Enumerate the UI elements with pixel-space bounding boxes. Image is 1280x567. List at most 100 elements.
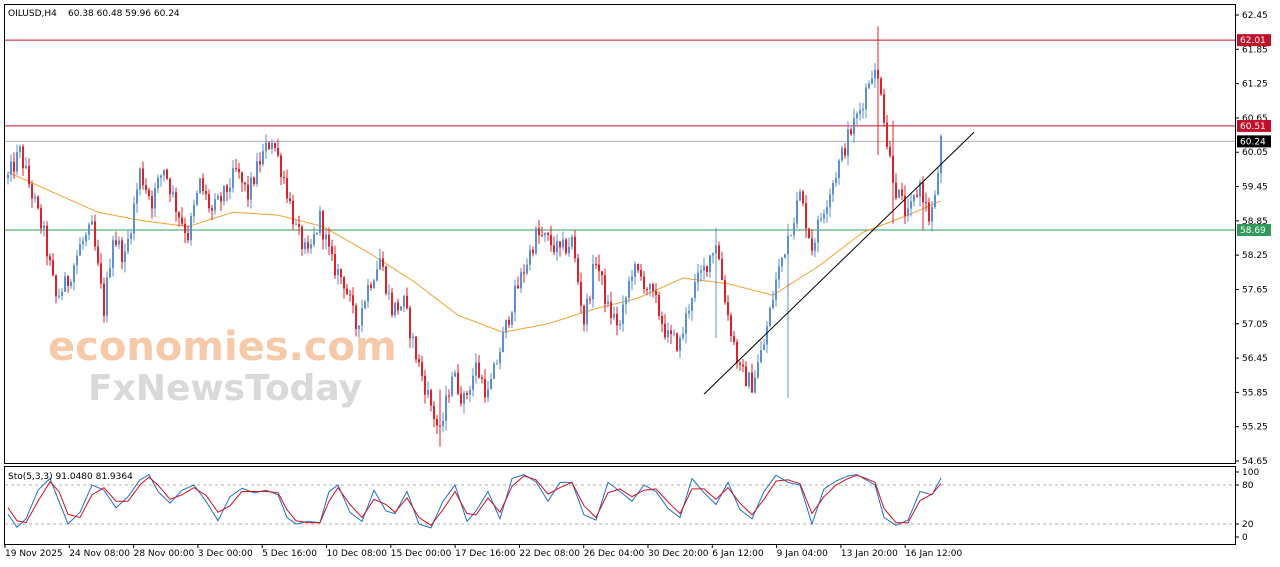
stochastic-title: Sto(5,3,3) 91.0480 81.9364 — [8, 472, 133, 482]
candle-body — [691, 297, 693, 311]
candle-body — [601, 271, 603, 276]
candle-body — [607, 301, 609, 305]
main-plot-frame — [4, 4, 1236, 464]
candle-body — [388, 292, 390, 294]
stochastic-tick-label: 100 — [1242, 468, 1259, 478]
time-tick-label: 28 Nov 00:00 — [134, 549, 195, 559]
time-tick-label: 9 Jan 04:00 — [777, 549, 829, 559]
candle-body — [313, 233, 315, 245]
candle-body — [430, 390, 432, 406]
candle-body — [319, 210, 321, 233]
candle-body — [598, 264, 600, 272]
candle-body — [391, 292, 393, 316]
candle-body — [919, 182, 921, 197]
candle-body — [97, 246, 99, 264]
candle-body — [466, 392, 468, 395]
candle-body — [481, 377, 483, 379]
candle-body — [562, 239, 564, 248]
candle-body — [355, 305, 357, 330]
candle-body — [139, 168, 141, 190]
price-tick-label: 55.25 — [1242, 423, 1268, 433]
candle-body — [223, 185, 225, 202]
candle-body — [940, 136, 942, 174]
candle-body — [247, 184, 249, 200]
candle-body — [631, 276, 633, 282]
candle-body — [325, 234, 327, 240]
time-tick-label: 24 Nov 08:00 — [69, 549, 130, 559]
candle-body — [115, 240, 117, 245]
candle-body — [154, 188, 156, 209]
candle-body — [169, 178, 171, 195]
candle-body — [751, 372, 753, 393]
candle-body — [157, 177, 159, 189]
candle-body — [262, 151, 264, 165]
candle-body — [454, 372, 456, 377]
candle-body — [550, 235, 552, 246]
candle-body — [370, 284, 372, 288]
candle-body — [337, 268, 339, 276]
candle-body — [235, 168, 237, 170]
candle-body — [202, 178, 204, 191]
candle-body — [532, 249, 534, 254]
price-tick-label: 55.85 — [1242, 388, 1268, 398]
candle-body — [616, 313, 618, 326]
candle-body — [727, 302, 729, 316]
candle-body — [352, 295, 354, 306]
candle-body — [850, 129, 852, 135]
time-axis: 19 Nov 2025 24 Nov 08:00 28 Nov 00:00 3 Dec… — [4, 544, 962, 559]
candle-body — [163, 169, 165, 176]
candle-body — [886, 122, 888, 147]
candle-body — [634, 263, 636, 277]
candle-body — [289, 198, 291, 201]
candle-body — [109, 268, 111, 278]
candle-body — [664, 323, 666, 338]
candle-body — [46, 225, 48, 257]
candle-body — [880, 78, 882, 95]
price-tick-label: 60.05 — [1242, 148, 1268, 158]
candle-body — [409, 307, 411, 339]
candle-body — [112, 240, 114, 269]
candle-body — [838, 160, 840, 179]
candle-body — [724, 280, 726, 303]
moving-average-line — [7, 171, 942, 333]
candle-body — [604, 275, 606, 305]
candle-body — [766, 326, 768, 345]
price-tick-label: 62.45 — [1242, 11, 1268, 21]
candle-body — [844, 147, 846, 156]
candle-body — [847, 129, 849, 156]
candle-body — [799, 191, 801, 201]
candle-body — [478, 362, 480, 378]
price-tick-label: 61.85 — [1242, 45, 1268, 55]
candle-body — [646, 289, 648, 291]
candle-body — [19, 146, 21, 153]
candle-body — [457, 372, 459, 394]
candle-body — [100, 263, 102, 284]
candle-body — [463, 392, 465, 404]
candle-body — [874, 69, 876, 79]
candle-body — [178, 212, 180, 218]
candle-body — [244, 182, 246, 185]
candle-body — [256, 161, 258, 184]
candle-body — [502, 332, 504, 353]
candle-body — [583, 305, 585, 325]
candle-body — [445, 395, 447, 421]
candle-body — [742, 364, 744, 367]
candle-body — [469, 389, 471, 395]
candle-body — [322, 210, 324, 240]
candle-body — [898, 189, 900, 198]
candle-body — [490, 378, 492, 390]
candle-body — [553, 245, 555, 253]
candle-body — [496, 363, 498, 365]
uptrend-line — [703, 131, 975, 395]
candle-body — [439, 425, 441, 427]
candle-body — [283, 177, 285, 179]
candle-body — [316, 232, 318, 234]
candle-body — [730, 315, 732, 336]
candle-body — [133, 203, 135, 234]
candle-body — [619, 324, 621, 326]
price-tick-label: 57.65 — [1242, 285, 1268, 295]
time-tick-label: 16 Jan 12:00 — [905, 549, 962, 559]
candle-body — [214, 199, 216, 211]
candle-body — [640, 270, 642, 277]
candle-body — [22, 146, 24, 169]
